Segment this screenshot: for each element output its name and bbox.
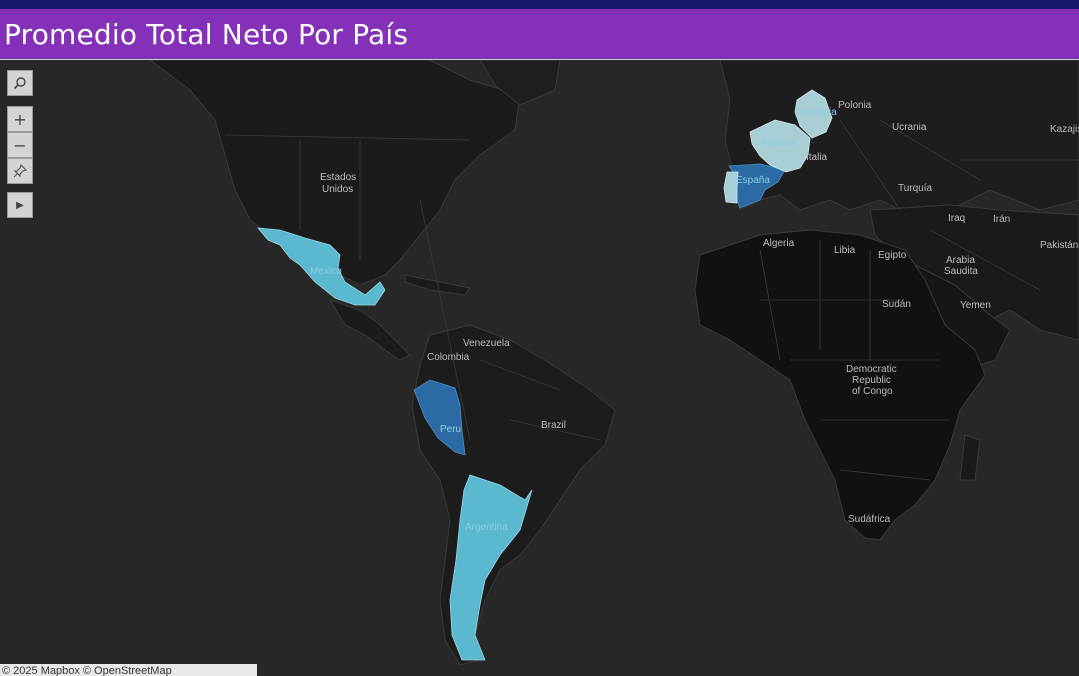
label-iran: Irán [993, 214, 1010, 225]
label-libia: Libia [834, 245, 856, 256]
label-sudafrica: Sudáfrica [848, 514, 891, 525]
label-estados: Estados [320, 172, 356, 183]
label-arabia: Arabia [946, 255, 975, 266]
label-alemania: Alemania [795, 107, 837, 118]
label-argelia: Algeria [763, 238, 795, 249]
map-canvas[interactable]: Estados Unidos Mexico Venezuela Colombia… [0, 60, 1079, 676]
label-argentina: Argentina [465, 522, 508, 533]
label-ucrania: Ucrania [892, 122, 927, 133]
label-polonia: Polonia [838, 100, 872, 111]
label-venezuela: Venezuela [463, 338, 510, 349]
label-yemen: Yemen [960, 300, 991, 311]
label-mexico: Mexico [310, 266, 342, 277]
arctic-landmass [479, 60, 561, 106]
label-sudan: Sudán [882, 299, 911, 310]
north-america-landmass [149, 60, 521, 286]
country-mexico[interactable] [257, 227, 386, 306]
country-francia[interactable] [749, 119, 811, 173]
label-peru: Peru [440, 424, 461, 435]
country-portugal[interactable] [723, 171, 739, 204]
label-egipto: Egipto [878, 250, 907, 261]
map-toolbar: + − ▶ [7, 70, 35, 218]
zoom-out-button[interactable]: − [7, 132, 33, 158]
label-kazajistan: Kazajistá [1050, 124, 1079, 135]
africa-landmass [694, 229, 986, 541]
map-attribution[interactable]: © 2025 Mapbox © OpenStreetMap [0, 664, 257, 676]
zoom-out-icon: − [13, 135, 27, 155]
country-borders [224, 119, 1079, 481]
label-italia: Italia [806, 152, 828, 163]
country-peru[interactable] [413, 379, 466, 456]
search-icon [13, 77, 26, 90]
top-accent-strip [0, 0, 1079, 9]
label-saudita: Saudita [944, 266, 978, 277]
title-bar: Promedio Total Neto Por País [0, 9, 1079, 60]
map-view[interactable]: Estados Unidos Mexico Venezuela Colombia… [0, 60, 1079, 676]
label-iraq: Iraq [948, 213, 965, 224]
central-america-landmass [328, 299, 411, 361]
zoom-in-button[interactable]: + [7, 106, 33, 132]
expand-toolbar-button[interactable]: ▶ [7, 192, 33, 218]
search-button[interactable] [7, 70, 33, 96]
zoom-in-icon: + [13, 109, 27, 129]
label-espana: España [736, 175, 770, 186]
pin-icon [13, 164, 27, 178]
label-brazil: Brazil [541, 420, 566, 431]
label-drc-line2: Republic [852, 375, 891, 386]
madagascar [959, 434, 981, 481]
label-francia: Francia [762, 138, 796, 149]
label-drc-line3: of Congo [852, 386, 893, 397]
label-unidos: Unidos [322, 184, 353, 195]
label-turquia: Turquía [898, 183, 933, 194]
label-pakistan: Pakistán [1040, 240, 1078, 251]
play-arrow-icon: ▶ [16, 199, 24, 211]
country-alemania[interactable] [794, 89, 833, 139]
label-colombia: Colombia [427, 352, 470, 363]
country-argentina[interactable] [449, 474, 533, 661]
pin-button[interactable] [7, 158, 33, 184]
page-title: Promedio Total Neto Por País [4, 17, 409, 51]
label-drc-line1: Democratic [846, 364, 897, 375]
